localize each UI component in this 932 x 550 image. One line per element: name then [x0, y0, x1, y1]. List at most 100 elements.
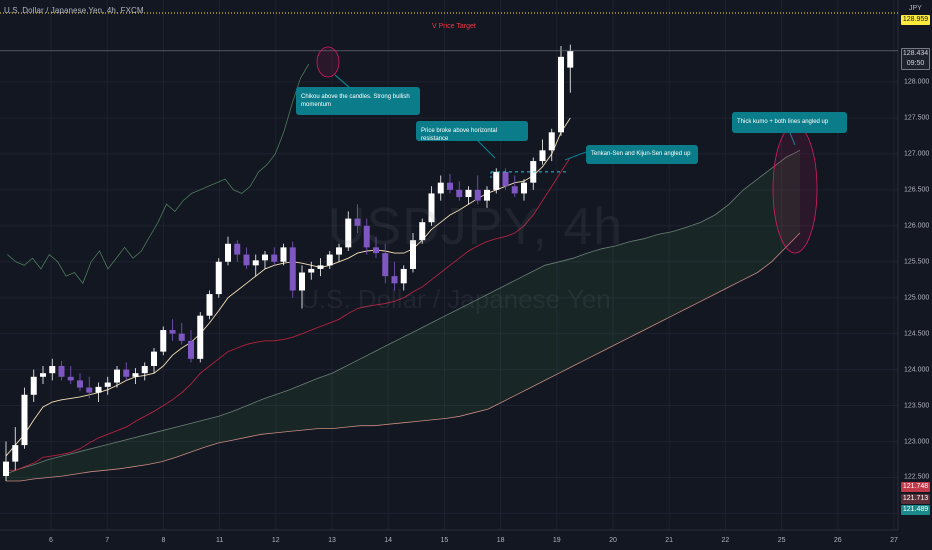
- candle-body: [410, 240, 416, 269]
- candle-body: [465, 189, 472, 198]
- watermark-name: U.S. Dollar / Japanese Yen: [300, 284, 611, 314]
- candle: [188, 330, 194, 363]
- candle-body: [456, 189, 463, 198]
- callout-connector: [564, 151, 587, 161]
- candle-body: [521, 182, 527, 194]
- candle-body: [299, 272, 305, 291]
- candle-body: [363, 225, 370, 248]
- time-axis-label: 20: [609, 537, 617, 544]
- candle: [474, 175, 481, 205]
- candle-body: [345, 218, 352, 248]
- candle: [447, 174, 453, 194]
- breakout-annotation[interactable]: Price broke above horizontal resistance: [416, 121, 528, 142]
- time-axis-label: 27: [890, 537, 898, 544]
- kumo-segment: [629, 238, 645, 338]
- kumo-segment: [119, 437, 134, 469]
- candle: [206, 290, 213, 320]
- candle-body: [3, 461, 9, 477]
- time-axis-label: 25: [777, 537, 786, 544]
- candle-body: [308, 268, 315, 273]
- time-axis-label: 13: [328, 537, 336, 544]
- candle: [400, 265, 407, 291]
- candle-body: [271, 254, 278, 262]
- candle-body: [77, 380, 83, 388]
- price-tag-span-b: 121.748: [901, 482, 930, 492]
- time-axis-label: 18: [496, 537, 505, 544]
- currency-label[interactable]: JPY: [909, 5, 922, 12]
- kumo-segment: [190, 419, 205, 453]
- kumo-segment: [573, 253, 588, 367]
- candle: [12, 427, 19, 471]
- candle: [141, 362, 148, 381]
- kumo-segment: [289, 383, 304, 432]
- candle: [197, 312, 204, 363]
- candle-body: [197, 315, 204, 359]
- kumo-segment: [374, 344, 389, 426]
- candle: [215, 258, 222, 298]
- price-axis-label: 123.000: [904, 438, 930, 445]
- candle-body: [373, 247, 379, 254]
- candle-body: [493, 171, 500, 190]
- candle-body: [419, 222, 426, 241]
- candle-body: [511, 186, 518, 194]
- kumo-segment: [757, 168, 772, 273]
- callout-connector: [477, 140, 496, 159]
- candle-body: [67, 376, 74, 381]
- candle: [484, 186, 490, 208]
- kumo-segment: [431, 315, 446, 420]
- candle-body: [262, 254, 268, 261]
- callout-connector: [334, 74, 351, 89]
- candle: [132, 368, 139, 384]
- kumo-annotation[interactable]: Thick kumo + both lines angled up: [732, 112, 847, 133]
- kumo-segment: [785, 150, 800, 248]
- candle: [3, 441, 9, 482]
- time-axis-label: 12: [271, 537, 280, 544]
- candle-body: [169, 330, 176, 334]
- time-axis[interactable]: [0, 530, 898, 550]
- candle: [410, 232, 416, 273]
- candle: [363, 218, 370, 255]
- kumo-segment: [360, 351, 375, 426]
- candle: [67, 366, 74, 384]
- price-tag-span-a: 121.489: [901, 505, 930, 515]
- candle-body: [104, 382, 111, 387]
- kumo-segment: [332, 366, 347, 429]
- candle-body: [123, 369, 130, 377]
- candle-body: [252, 260, 259, 266]
- candle: [456, 181, 463, 201]
- kumo-segment: [700, 215, 715, 302]
- candle-body: [243, 254, 250, 266]
- candle-body: [558, 56, 564, 133]
- candle-body: [502, 171, 509, 187]
- tenkan-kijun-annotation[interactable]: Tenkan-Sen and Kijun-Sen angled up: [586, 145, 698, 164]
- candle: [437, 175, 444, 201]
- kumo-segment: [771, 157, 786, 262]
- kumo-segment: [729, 189, 744, 287]
- kumo-segment: [473, 294, 489, 413]
- candle: [391, 261, 398, 291]
- kumo-segment: [204, 416, 219, 448]
- symbol-title[interactable]: U.S. Dollar / Japanese Yen, 4h, FXCM: [4, 6, 144, 15]
- price-axis-label: 125.000: [904, 294, 930, 302]
- chikou-annotation[interactable]: Chikou above the candles. Strong bullish…: [296, 87, 420, 115]
- candle-body: [95, 386, 102, 393]
- price-tag-kumo: 121.713: [901, 494, 930, 504]
- time-axis-label: 22: [721, 537, 730, 544]
- price-axis-label: 123.500: [904, 402, 930, 410]
- candle-body: [317, 265, 324, 269]
- kumo-segment: [530, 265, 545, 388]
- candle-body: [40, 373, 46, 377]
- price-axis-label: 127.000: [904, 150, 930, 158]
- kumo-segment: [502, 279, 517, 402]
- candle-body: [484, 189, 490, 201]
- kumo-segment: [558, 258, 574, 374]
- senkou-span-b-line: [6, 232, 801, 482]
- kumo-segment: [317, 373, 333, 429]
- candle: [280, 243, 287, 266]
- candle: [558, 46, 564, 136]
- candle-body: [141, 366, 148, 374]
- candle: [95, 382, 102, 402]
- candle-body: [289, 247, 296, 291]
- candle-body: [336, 247, 342, 255]
